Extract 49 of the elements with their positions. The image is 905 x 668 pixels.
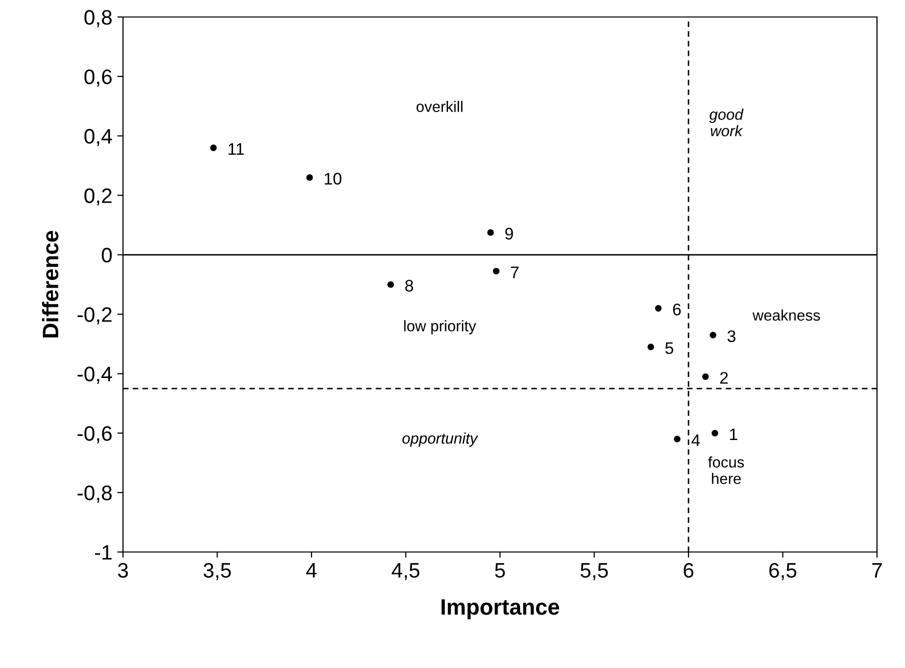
- y-tick-label: 0,4: [84, 128, 112, 146]
- annotation: 2: [720, 372, 728, 384]
- x-tick-label: 4,5: [392, 563, 420, 580]
- x-tick-label: 7: [872, 563, 882, 578]
- annotation: 1: [730, 428, 738, 440]
- x-tick-label: 6: [684, 562, 694, 578]
- annotation: opportunity: [402, 432, 478, 447]
- y-tick-label: -0,8: [78, 486, 112, 503]
- annotation: overkill: [416, 100, 462, 112]
- y-tick-label: -0,6: [78, 426, 112, 444]
- point: [712, 430, 718, 436]
- point: [387, 281, 394, 288]
- point: [306, 174, 313, 181]
- point: [710, 332, 716, 338]
- point: [487, 229, 494, 236]
- annotation: 10: [324, 172, 342, 185]
- x-tick-label: 5: [495, 563, 505, 578]
- y-tick-label: -0,4: [78, 366, 112, 384]
- annotation: focus here: [708, 456, 744, 484]
- annotation: low priority: [404, 320, 476, 334]
- annotation: 8: [405, 280, 414, 292]
- x-tick-label: 6,5: [769, 562, 796, 580]
- x-tick-label: 5,5: [580, 563, 608, 580]
- annotation: 11: [228, 143, 244, 155]
- annotation: weakness: [752, 309, 820, 321]
- x-tick-label: 3,5: [204, 562, 231, 580]
- annotation: 9: [505, 228, 513, 240]
- y-tick-label: 0,2: [84, 188, 112, 206]
- annotation: 6: [673, 304, 681, 316]
- annotation: 5: [665, 342, 674, 354]
- x-tick-label: 3: [118, 562, 128, 578]
- x-axis-title: Importance: [442, 599, 560, 620]
- annotation: good work: [709, 108, 744, 136]
- annotation: 4: [691, 434, 700, 446]
- point: [674, 436, 680, 442]
- point: [210, 144, 217, 152]
- point: [702, 373, 709, 380]
- point: [648, 344, 654, 350]
- x-tick-label: 4: [306, 563, 317, 578]
- y-axis-title: Difference: [42, 230, 58, 338]
- annotation: 3: [728, 330, 736, 342]
- y-tick-label: 0: [102, 248, 112, 263]
- y-tick-label: 0,6: [84, 69, 112, 87]
- y-tick-label: -1: [94, 545, 112, 560]
- annotation: 7: [510, 266, 519, 278]
- y-tick-label: -0,2: [78, 307, 112, 324]
- point: [655, 304, 662, 312]
- y-tick-label: 0,8: [84, 10, 112, 28]
- point: [492, 268, 500, 274]
